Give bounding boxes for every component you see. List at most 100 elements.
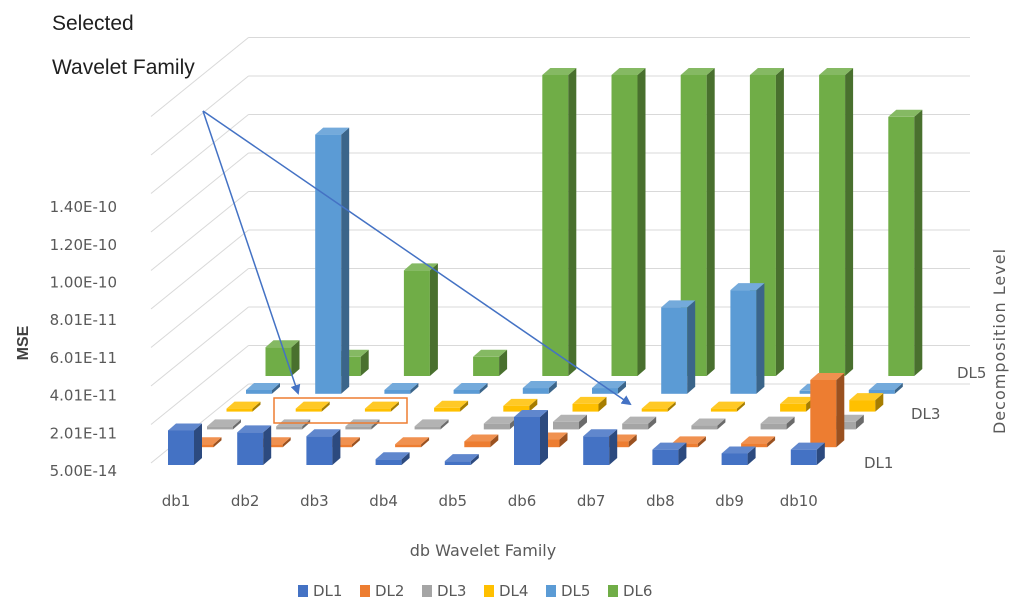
bar-dl1-db10 — [790, 442, 825, 465]
bar-side — [786, 416, 795, 430]
bar-side — [529, 398, 538, 412]
depth-tick-label: DL1 — [864, 454, 893, 472]
bar-side — [429, 263, 438, 376]
bar-top — [671, 436, 706, 444]
bar-side — [540, 410, 548, 465]
bar-front — [583, 436, 610, 465]
bar-top — [395, 437, 430, 445]
bar-side — [628, 434, 637, 448]
y-tick-label: 1.00E-10 — [50, 274, 117, 292]
x-tick-label: db7 — [577, 492, 606, 510]
bar-front — [661, 307, 688, 394]
legend-label-dl3: DL3 — [437, 582, 466, 600]
depth-axis-ticks: DL1 DL3 DL5 — [864, 364, 986, 472]
bar-front — [522, 388, 549, 394]
bar-dl3-db3 — [345, 419, 380, 430]
bar-side — [637, 68, 646, 376]
bar-side — [736, 401, 745, 412]
depth-tick-label: DL3 — [911, 405, 940, 423]
bar-dl6-db9 — [819, 68, 854, 376]
x-tick-label: db1 — [162, 492, 191, 510]
bar-top — [730, 283, 765, 291]
highlight-box — [273, 397, 408, 424]
gridline-left — [150, 37, 249, 117]
bar-top — [572, 396, 607, 404]
bar-top — [434, 400, 469, 408]
bar-front — [888, 116, 915, 377]
bar-front — [741, 443, 768, 448]
bar-top — [384, 382, 419, 390]
bar-dl4-db2 — [295, 401, 330, 412]
bar-side — [371, 419, 380, 430]
bar-front — [375, 459, 402, 465]
annotation-arrow-1 — [202, 110, 301, 395]
bar-side — [836, 373, 845, 448]
bar-side — [332, 429, 341, 465]
y-tick-label: 8.01E-11 — [50, 311, 117, 329]
bar-front — [652, 449, 679, 465]
bar-dl4-db9 — [780, 396, 815, 412]
bar-dl1-db4 — [375, 452, 410, 465]
legend: DL1 DL2 DL3 DL4 DL5 DL6 — [298, 582, 652, 600]
legend-swatch-dl4 — [484, 585, 494, 597]
bar-side — [194, 423, 202, 465]
bar-top — [514, 410, 548, 417]
annotation-line-1: Selected — [52, 12, 134, 35]
bar-front — [453, 389, 480, 394]
bar-front — [592, 388, 618, 394]
bar-front — [207, 426, 233, 430]
bar-dl5-db7 — [661, 300, 696, 394]
bar-top — [265, 340, 300, 348]
bar-dl4-db5 — [503, 398, 538, 412]
bar-dl4-db1 — [226, 401, 261, 412]
bar-side — [410, 382, 419, 394]
bar-front — [306, 436, 333, 465]
bar-side — [470, 454, 479, 465]
gridline-left — [150, 191, 249, 271]
bar-front — [849, 400, 876, 412]
bar-side — [568, 68, 577, 376]
bar-dl5-db10 — [868, 382, 903, 394]
bar-top — [207, 419, 241, 427]
bar-top — [868, 382, 903, 390]
bar-dl4-db6 — [572, 396, 607, 412]
bar-side — [272, 382, 280, 394]
bar-front — [295, 408, 322, 412]
bar-top — [691, 418, 726, 426]
bar-top — [819, 68, 854, 75]
bar-top — [641, 401, 676, 409]
bar-dl5-db2 — [315, 127, 350, 394]
bar-top — [810, 373, 845, 380]
x-tick-label: db4 — [369, 492, 398, 510]
bar-top — [780, 396, 815, 404]
bar-front — [434, 407, 461, 412]
bar-front — [464, 441, 491, 448]
bar-top — [483, 416, 518, 424]
bar-dl3-db5 — [483, 416, 518, 430]
bar-dl5-db1 — [246, 382, 280, 394]
y-tick-label: 6.01E-11 — [50, 349, 117, 367]
bar-side — [291, 340, 300, 376]
bar-side — [775, 68, 784, 376]
bar-front — [483, 423, 510, 430]
bar-dl3-db2 — [276, 419, 311, 430]
bar-front — [276, 426, 303, 430]
bar-dl5-db5 — [522, 381, 557, 394]
legend-label-dl5: DL5 — [561, 582, 590, 600]
bar-side — [401, 452, 410, 465]
bar-side — [667, 401, 676, 412]
bar-front — [364, 408, 391, 412]
bar-top — [503, 398, 538, 406]
legend-swatch-dl6 — [608, 585, 618, 597]
bar-dl3-db7 — [622, 416, 657, 430]
bar-front — [810, 380, 837, 448]
bar-side — [875, 393, 884, 412]
bar-top — [522, 381, 557, 389]
legend-swatch-dl2 — [360, 585, 370, 597]
bar-front — [473, 356, 500, 376]
bar-side — [598, 396, 607, 412]
gridline-left — [150, 114, 249, 194]
bar-top — [888, 109, 923, 117]
bar-side — [360, 349, 369, 376]
bar-front — [403, 270, 430, 376]
